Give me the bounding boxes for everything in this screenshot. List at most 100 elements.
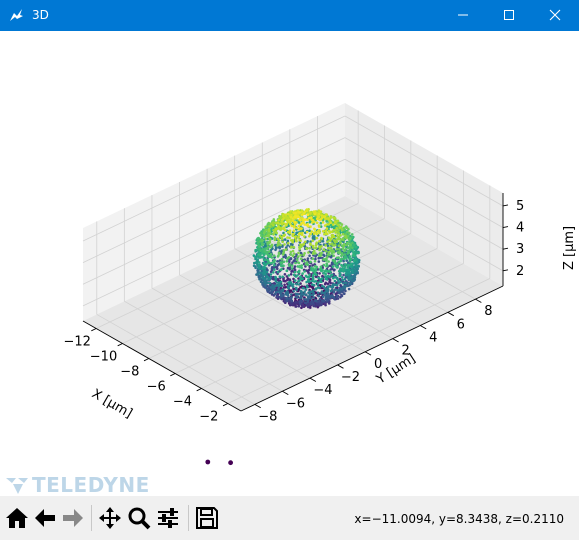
scatter-point — [299, 290, 303, 293]
scatter-point — [314, 280, 318, 283]
scatter-point — [289, 220, 292, 224]
scatter-point — [264, 247, 267, 250]
scatter-point — [298, 264, 302, 268]
z-tick-mark — [502, 226, 509, 229]
scatter-point — [265, 270, 269, 274]
scatter-point — [314, 246, 318, 250]
scatter-point — [342, 292, 346, 295]
scatter-point — [283, 283, 286, 287]
scatter-point — [312, 251, 315, 254]
x-tick-mark — [196, 388, 202, 392]
scatter-point — [313, 260, 317, 263]
scatter-point — [315, 236, 319, 240]
scatter-point — [300, 222, 304, 225]
scatter-point — [329, 281, 332, 285]
scatter-point — [304, 301, 308, 305]
scatter-point — [329, 268, 333, 271]
scatter-point — [264, 225, 267, 229]
scatter-point — [282, 255, 285, 259]
scatter-point — [293, 236, 297, 239]
home-button[interactable] — [5, 506, 29, 530]
scatter-point — [301, 304, 305, 308]
x-tick-mark — [91, 328, 97, 332]
scatter-point — [282, 234, 285, 237]
x-tick-mark — [170, 373, 176, 377]
scatter-point — [254, 266, 257, 270]
close-button[interactable] — [532, 0, 578, 31]
scatter-point — [258, 245, 261, 248]
scatter-point — [293, 222, 297, 226]
toolbar-separator — [188, 505, 189, 531]
scatter-point — [311, 239, 315, 243]
scatter-point — [332, 254, 335, 257]
scatter-point — [322, 291, 326, 295]
scatter-point — [306, 270, 310, 274]
scatter-point — [343, 288, 347, 292]
scatter-point — [311, 221, 314, 224]
scatter-point — [309, 297, 313, 300]
scatter-point — [327, 246, 330, 250]
scatter-point — [276, 244, 279, 247]
scatter-point — [302, 262, 306, 266]
scatter-point — [280, 258, 284, 261]
scatter-point — [295, 253, 298, 256]
scatter-point — [318, 272, 321, 275]
scatter-point — [351, 279, 354, 283]
scatter-point — [324, 244, 328, 247]
scatter-point — [289, 215, 293, 219]
scatter-point — [336, 220, 339, 223]
scatter-point — [260, 234, 263, 237]
pan-button[interactable] — [98, 506, 122, 530]
scatter-point — [266, 281, 270, 285]
scatter-point — [306, 218, 309, 221]
zoom-button[interactable] — [127, 506, 151, 530]
save-button[interactable] — [195, 506, 219, 530]
scatter-point — [302, 259, 306, 263]
scatter-point — [309, 225, 312, 228]
scatter-point — [307, 291, 310, 295]
scatter-point — [263, 235, 266, 239]
back-button[interactable] — [33, 506, 57, 530]
scatter-point — [276, 270, 280, 274]
scatter-point — [312, 234, 316, 238]
close-icon — [549, 9, 561, 21]
scatter-point — [318, 297, 322, 301]
scatter-point — [292, 277, 295, 281]
minimize-button[interactable] — [440, 0, 486, 31]
scatter-point — [350, 265, 353, 269]
scatter-point — [294, 211, 297, 215]
scatter-point — [281, 253, 285, 256]
scatter-point — [289, 250, 293, 254]
y-tick-mark — [282, 390, 289, 396]
teledyne-text: TELEDYNE — [32, 473, 150, 497]
maximize-button[interactable] — [486, 0, 532, 31]
scatter-point — [285, 216, 288, 220]
scatter-point — [263, 240, 266, 244]
scatter-point — [266, 287, 269, 291]
scatter-point — [313, 212, 317, 216]
scatter-point — [320, 277, 324, 280]
scatter-point — [355, 266, 359, 270]
scatter-point — [291, 254, 295, 258]
scatter-point — [329, 215, 333, 219]
configure-subplots-button[interactable] — [156, 506, 180, 530]
scatter-point — [320, 269, 323, 273]
scatter-point — [268, 230, 271, 233]
scatter-point — [322, 263, 326, 267]
window-title: 3D — [32, 8, 49, 22]
scatter-point — [274, 229, 277, 233]
scatter-point — [337, 238, 341, 241]
scatter-point — [340, 223, 344, 226]
scatter-point — [333, 225, 337, 229]
scatter-point — [327, 236, 331, 239]
scatter-point — [269, 286, 273, 289]
scatter-point — [274, 279, 278, 283]
title-bar[interactable]: 3D — [0, 0, 579, 31]
forward-button[interactable] — [61, 506, 85, 530]
scatter-point — [256, 242, 260, 246]
scatter-point — [266, 252, 269, 255]
x-tick-label: −8 — [120, 365, 139, 380]
scatter-point — [342, 273, 345, 277]
scatter-point — [292, 252, 296, 255]
